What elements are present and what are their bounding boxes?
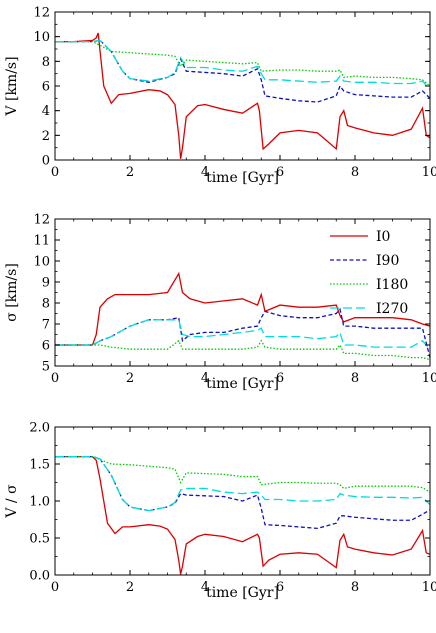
y-tick-label: 6 (42, 339, 50, 354)
x-tick-label: 8 (351, 165, 359, 180)
series-line-i90 (55, 455, 430, 530)
series-line-i180 (55, 339, 430, 361)
series-line-i0 (55, 32, 430, 159)
y-tick-label: 2.0 (29, 421, 50, 436)
y-tick-label: 5 (42, 360, 50, 375)
series-line-i180 (55, 455, 430, 493)
x-tick-label: 4 (201, 580, 209, 595)
series-line-i270 (55, 455, 430, 512)
x-tick-label: 2 (126, 165, 134, 180)
series-line-i270 (55, 39, 430, 91)
x-tick-label: 2 (126, 371, 134, 386)
y-tick-label: 11 (33, 234, 50, 249)
y-tick-label: 10 (33, 30, 50, 45)
y-tick-label: 6 (42, 80, 50, 95)
y-tick-label: 1.5 (29, 458, 50, 473)
x-axis-label: time [Gyr] (206, 376, 279, 392)
y-tick-label: 1.0 (29, 495, 50, 510)
y-tick-label: 4 (42, 104, 50, 119)
series-line-i0 (55, 455, 430, 575)
y-tick-label: 8 (42, 55, 50, 70)
x-axis-label: time [Gyr] (206, 585, 279, 601)
plot-frame (54, 218, 431, 367)
y-tick-label: 7 (42, 318, 50, 333)
y-tick-label: 10 (33, 255, 50, 270)
x-tick-label: 2 (126, 580, 134, 595)
x-tick-label: 10 (422, 371, 436, 386)
legend-label-i180: I180 (376, 277, 408, 293)
y-tick-label: 12 (33, 213, 50, 228)
legend: I0 I90 I180 I270 (330, 229, 408, 317)
plot-frame (54, 11, 431, 161)
x-tick-label: 0 (51, 371, 59, 386)
x-tick-label: 10 (422, 580, 436, 595)
y-tick-label: 0 (42, 154, 50, 169)
panel-0: 0 2 4 6 8 10 0 2 4 6 8 10 12 time [Gyr] V [km/s] (4, 6, 436, 187)
x-tick-label: 6 (276, 580, 284, 595)
x-tick-label: 4 (201, 371, 209, 386)
x-tick-label: 10 (422, 165, 436, 180)
x-axis-label: time [Gyr] (206, 170, 279, 186)
y-tick-label: 8 (42, 297, 50, 312)
legend-label-i90: I90 (376, 253, 399, 269)
x-tick-label: 4 (201, 165, 209, 180)
y-axis-label: V [km/s] (4, 56, 20, 116)
y-tick-label: 0.5 (29, 532, 50, 547)
y-axis-label: V / σ (4, 484, 20, 519)
y-tick-label: 12 (33, 6, 50, 21)
x-tick-label: 0 (51, 580, 59, 595)
y-tick-label: 9 (42, 276, 50, 291)
series-line-i180 (55, 40, 430, 87)
x-tick-label: 8 (351, 580, 359, 595)
series-line-i90 (55, 307, 430, 358)
y-tick-label: 0.0 (29, 569, 50, 584)
x-tick-label: 8 (351, 371, 359, 386)
panel-2: 0 2 4 6 8 10 0.0 0.5 1.0 1.5 2.0 time [Gyr] V / σ (4, 421, 436, 602)
panel-1: 0 2 4 6 8 10 5 6 7 8 9 10 11 12 time [Gyr] σ [km/s] I0 I9… (4, 213, 436, 393)
series-line-i270 (55, 319, 430, 350)
y-axis-label: σ [km/s] (4, 263, 20, 322)
y-tick-label: 2 (42, 129, 50, 144)
x-tick-label: 0 (51, 165, 59, 180)
x-tick-label: 6 (276, 371, 284, 386)
series-line-i0 (55, 271, 430, 346)
legend-label-i270: I270 (376, 301, 408, 317)
x-tick-label: 6 (276, 165, 284, 180)
legend-label-i0: I0 (376, 229, 390, 245)
